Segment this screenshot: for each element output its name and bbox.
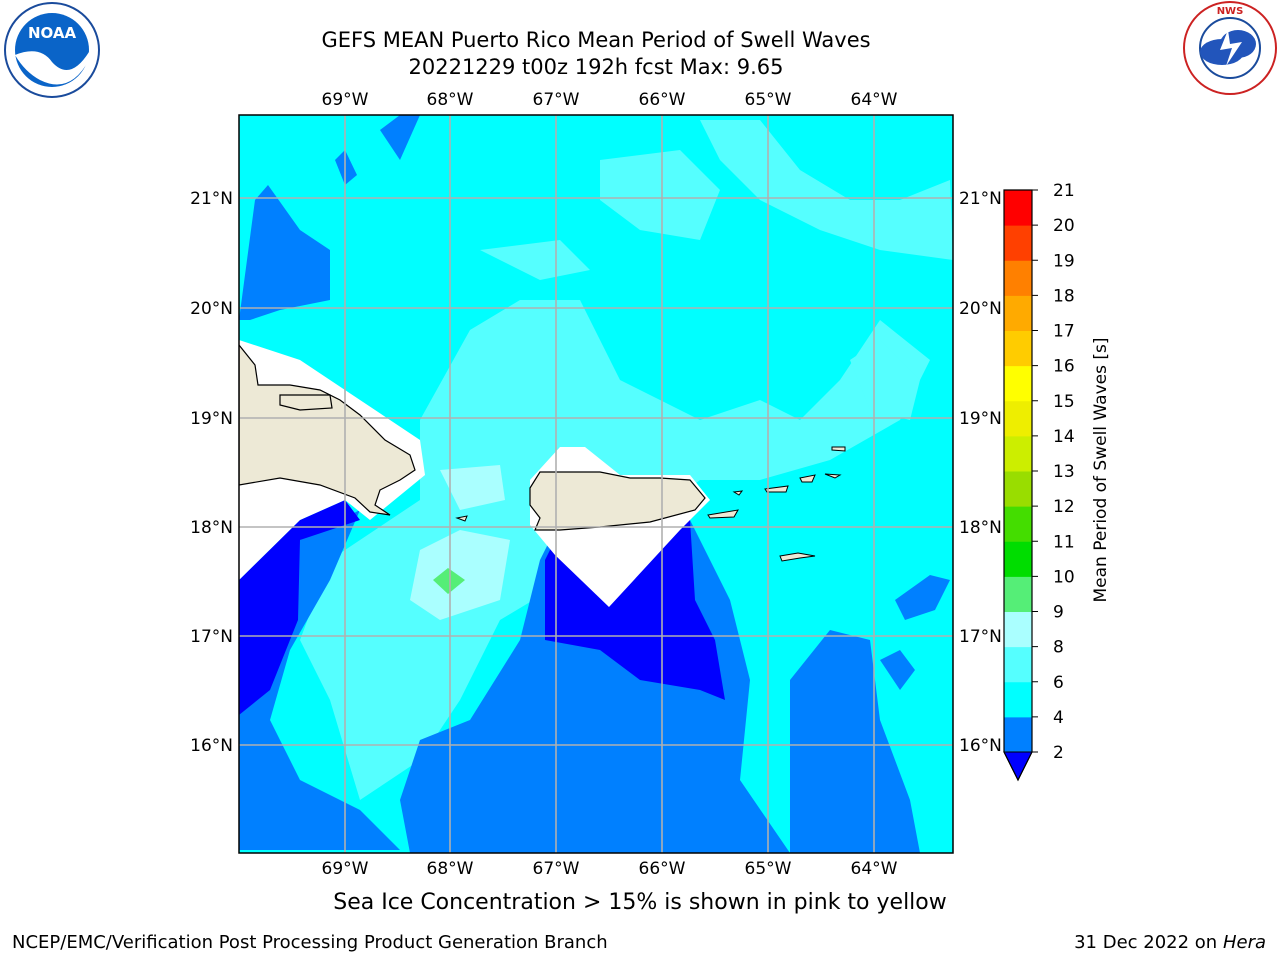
colorbar-tick-label: 12 bbox=[1053, 497, 1075, 517]
lat-label-left: 18°N bbox=[190, 518, 233, 538]
colorbar-tick-label: 17 bbox=[1053, 322, 1075, 342]
colorbar-tick-label: 4 bbox=[1053, 708, 1064, 728]
colorbar-tick-label: 19 bbox=[1053, 251, 1075, 271]
lon-label-bottom: 64°W bbox=[851, 859, 898, 879]
colorbar-extend-arrow bbox=[1003, 751, 1033, 782]
colorbar-tick-label: 13 bbox=[1053, 462, 1075, 482]
lon-label-bottom: 67°W bbox=[533, 859, 580, 879]
colorbar-swatch bbox=[1004, 471, 1032, 507]
colorbar-tick-label: 20 bbox=[1053, 216, 1075, 236]
lat-label-right: 16°N bbox=[959, 736, 1002, 756]
lon-label-top: 66°W bbox=[639, 90, 686, 110]
colorbar-tick-label: 16 bbox=[1053, 357, 1075, 377]
lat-label-right: 18°N bbox=[959, 518, 1002, 538]
nws-logo: NWS bbox=[1183, 1, 1277, 95]
colorbar-tick-label: 18 bbox=[1053, 286, 1075, 306]
colorbar-tick-label: 14 bbox=[1053, 427, 1075, 447]
swell-period-field bbox=[239, 115, 953, 853]
lon-label-top: 69°W bbox=[322, 90, 369, 110]
lat-label-left: 17°N bbox=[190, 627, 233, 647]
colorbar-tick-label: 10 bbox=[1053, 567, 1075, 587]
footer-date: 31 Dec 2022 on Hera bbox=[1074, 932, 1266, 953]
svg-text:NOAA: NOAA bbox=[28, 24, 77, 42]
noaa-logo: NOAA bbox=[4, 2, 100, 98]
colorbar-swatch bbox=[1004, 576, 1032, 612]
map-subtitle: 20221229 t00z 192h fcst Max: 9.65 bbox=[408, 55, 784, 79]
footer-machine: Hera bbox=[1222, 932, 1266, 953]
colorbar-tick-label: 6 bbox=[1053, 673, 1064, 693]
colorbar-swatch bbox=[1004, 506, 1032, 542]
sea-ice-caption: Sea Ice Concentration > 15% is shown in … bbox=[333, 890, 947, 915]
colorbar-swatch bbox=[1004, 541, 1032, 577]
lon-label-top: 65°W bbox=[745, 90, 792, 110]
colorbar-swatch bbox=[1004, 225, 1032, 261]
colorbar-swatch bbox=[1004, 330, 1032, 367]
lon-label-top: 64°W bbox=[851, 90, 898, 110]
colorbar-tick-label: 9 bbox=[1053, 603, 1064, 623]
colorbar-swatch bbox=[1004, 646, 1032, 683]
colorbar-tick-label: 15 bbox=[1053, 392, 1075, 412]
graticule bbox=[239, 115, 953, 853]
colorbar-tick-label: 21 bbox=[1053, 181, 1075, 201]
lon-label-bottom: 68°W bbox=[427, 859, 474, 879]
lon-label-top: 67°W bbox=[533, 90, 580, 110]
colorbar-swatch bbox=[1004, 260, 1032, 296]
colorbar-swatch bbox=[1004, 400, 1032, 437]
footer-credit: NCEP/EMC/Verification Post Processing Pr… bbox=[12, 932, 608, 953]
lat-label-left: 16°N bbox=[190, 736, 233, 756]
lat-label-right: 17°N bbox=[959, 627, 1002, 647]
lat-label-left: 19°N bbox=[190, 409, 233, 429]
colorbar-label: Mean Period of Swell Waves [s] bbox=[1091, 338, 1111, 603]
colorbar-swatch bbox=[1004, 295, 1032, 331]
footer-date-text: 31 Dec 2022 on bbox=[1074, 932, 1218, 953]
lon-label-bottom: 69°W bbox=[322, 859, 369, 879]
lat-label-right: 20°N bbox=[959, 299, 1002, 319]
lon-label-bottom: 65°W bbox=[745, 859, 792, 879]
lon-label-bottom: 66°W bbox=[639, 859, 686, 879]
colorbar: 2 4 6 8 9 10 11 12 13 14 15 16 17 18 19 20 21 bbox=[1003, 181, 1075, 782]
colorbar-swatch bbox=[1004, 611, 1032, 648]
colorbar-tick-label: 11 bbox=[1053, 532, 1075, 552]
lat-label-left: 20°N bbox=[190, 299, 233, 319]
colorbar-swatch bbox=[1004, 716, 1032, 753]
colorbar-swatch bbox=[1004, 435, 1032, 472]
colorbar-swatch bbox=[1004, 190, 1032, 226]
lat-label-right: 21°N bbox=[959, 189, 1002, 209]
lon-label-top: 68°W bbox=[427, 90, 474, 110]
map-title: GEFS MEAN Puerto Rico Mean Period of Swe… bbox=[321, 28, 871, 52]
colorbar-swatch bbox=[1004, 681, 1032, 718]
colorbar-tick-label: 8 bbox=[1053, 638, 1064, 658]
svg-text:NWS: NWS bbox=[1217, 6, 1244, 17]
colorbar-swatch bbox=[1004, 365, 1032, 402]
lat-label-left: 21°N bbox=[190, 189, 233, 209]
lat-label-right: 19°N bbox=[959, 409, 1002, 429]
map-frame bbox=[238, 114, 954, 854]
colorbar-tick-label: 2 bbox=[1053, 743, 1064, 763]
colorbar-frame bbox=[1003, 189, 1033, 782]
